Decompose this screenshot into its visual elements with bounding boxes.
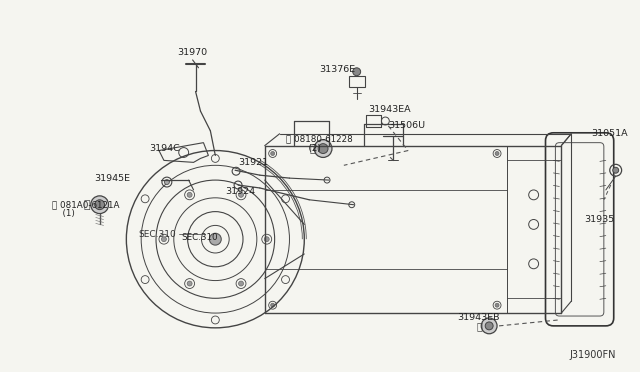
Text: 31506U: 31506U	[388, 121, 426, 131]
Text: 31924: 31924	[225, 187, 255, 196]
Circle shape	[209, 233, 221, 245]
Text: 31921: 31921	[238, 158, 268, 167]
Text: 31935: 31935	[584, 215, 614, 224]
Text: Ⓑ 08180-61228: Ⓑ 08180-61228	[285, 134, 352, 143]
Text: Ⓑ: Ⓑ	[476, 321, 482, 331]
Text: 31945E: 31945E	[95, 174, 131, 183]
Bar	[349, 76, 365, 87]
Circle shape	[271, 303, 275, 307]
Text: 31051A: 31051A	[591, 129, 628, 138]
Circle shape	[187, 192, 192, 197]
Text: J31900FN: J31900FN	[569, 350, 616, 360]
Circle shape	[314, 140, 332, 157]
Text: SEC.310: SEC.310	[138, 230, 176, 239]
Text: 31970: 31970	[177, 48, 207, 57]
Circle shape	[264, 237, 269, 242]
Text: Ⓑ: Ⓑ	[310, 144, 317, 154]
Text: Ⓑ: Ⓑ	[83, 200, 90, 210]
Text: 31943EA: 31943EA	[369, 105, 411, 114]
Text: 3194C: 3194C	[149, 144, 180, 153]
Circle shape	[495, 303, 499, 307]
Circle shape	[164, 180, 170, 185]
Circle shape	[161, 237, 166, 242]
Text: SEC.310: SEC.310	[182, 233, 218, 242]
Text: (2): (2)	[303, 144, 321, 153]
Circle shape	[495, 151, 499, 155]
Text: (1): (1)	[57, 209, 75, 218]
Circle shape	[239, 192, 243, 197]
Text: 31943EB: 31943EB	[458, 314, 500, 323]
Circle shape	[239, 281, 243, 286]
Circle shape	[187, 281, 192, 286]
Circle shape	[485, 322, 493, 330]
Circle shape	[481, 318, 497, 334]
Circle shape	[612, 167, 619, 173]
Text: Ⓑ 081A0-6121A: Ⓑ 081A0-6121A	[52, 200, 120, 209]
Circle shape	[91, 196, 109, 214]
Circle shape	[95, 200, 104, 210]
Text: 31376E: 31376E	[319, 65, 355, 74]
Circle shape	[353, 68, 361, 76]
Circle shape	[271, 151, 275, 155]
Circle shape	[318, 144, 328, 154]
